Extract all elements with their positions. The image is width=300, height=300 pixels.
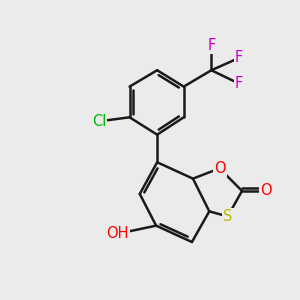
Text: F: F: [207, 38, 215, 53]
Text: O: O: [214, 161, 225, 176]
Text: S: S: [223, 209, 232, 224]
Text: F: F: [235, 76, 243, 91]
Text: O: O: [260, 183, 271, 198]
Text: OH: OH: [106, 226, 128, 241]
Text: F: F: [235, 50, 243, 65]
Text: Cl: Cl: [92, 114, 106, 129]
